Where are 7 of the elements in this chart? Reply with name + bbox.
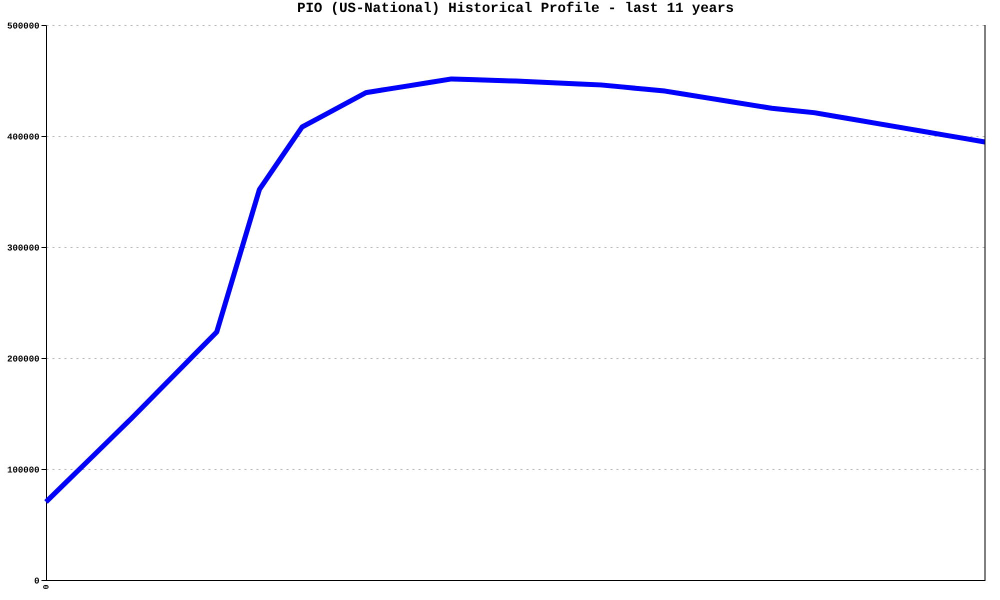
y-tick-label: 300000	[7, 244, 40, 254]
y-tick-label: 500000	[7, 22, 40, 32]
y-tick-label: 0	[34, 576, 40, 586]
y-tick-label: 400000	[7, 132, 40, 142]
y-tick-label: 100000	[7, 466, 40, 476]
y-tick-label: 200000	[7, 354, 40, 364]
chart-title: PIO (US-National) Historical Profile - last 11 years	[297, 1, 734, 17]
